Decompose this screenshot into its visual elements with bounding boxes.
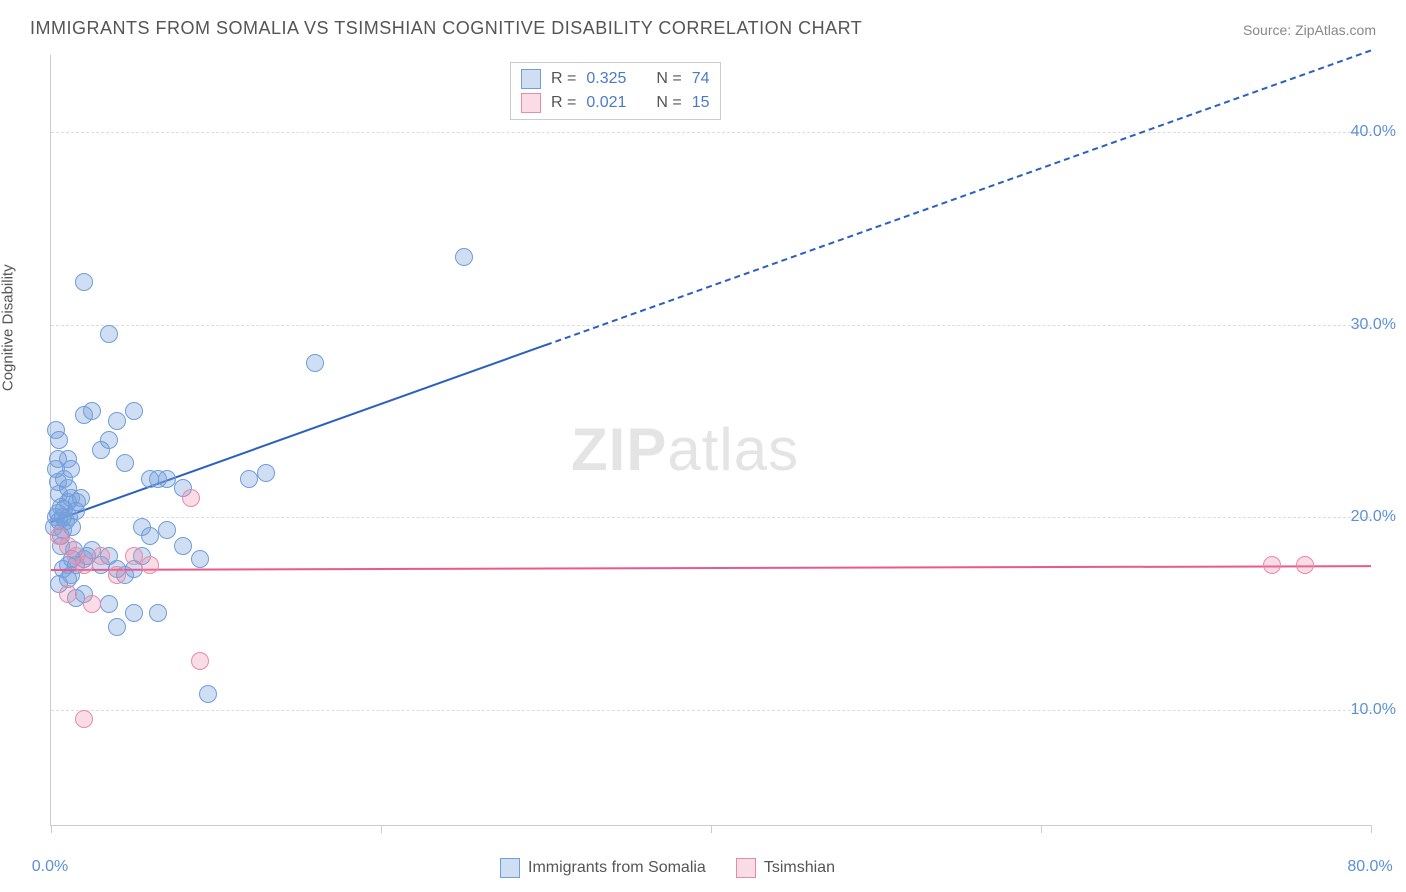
data-point [75,273,93,291]
data-point [182,489,200,507]
r-label: R = [551,94,576,112]
data-point [92,547,110,565]
legend-label: Immigrants from Somalia [528,859,706,877]
data-point [125,402,143,420]
y-tick-label: 10.0% [1351,701,1396,719]
data-point [240,470,258,488]
watermark: ZIPatlas [571,415,799,484]
chart-title: IMMIGRANTS FROM SOMALIA VS TSIMSHIAN COG… [30,18,862,39]
legend-item: Tsimshian [736,858,835,878]
x-tick [1041,825,1042,833]
y-tick-label: 30.0% [1351,316,1396,334]
x-tick [711,825,712,833]
data-point [49,450,67,468]
data-point [116,454,134,472]
y-tick-label: 40.0% [1351,123,1396,141]
r-label: R = [551,70,576,88]
data-point [191,652,209,670]
data-point [455,248,473,266]
watermark-zip: ZIP [571,416,667,483]
legend-swatch [500,858,520,878]
x-tick-label: 0.0% [32,858,68,876]
data-point [191,550,209,568]
n-value: 74 [692,70,710,88]
watermark-atlas: atlas [667,416,799,483]
n-label: N = [656,70,681,88]
data-point [125,547,143,565]
legend-item: Immigrants from Somalia [500,858,706,878]
data-point [149,604,167,622]
trend-line [51,565,1371,571]
data-point [306,354,324,372]
data-point [1296,556,1314,574]
trend-line [51,344,547,523]
data-point [75,710,93,728]
n-label: N = [656,94,681,112]
data-point [108,412,126,430]
gridline [51,710,1371,711]
legend-swatch [736,858,756,878]
data-point [141,527,159,545]
data-point [174,537,192,555]
data-point [108,566,126,584]
plot-area: ZIPatlas [50,55,1371,826]
legend-label: Tsimshian [764,859,835,877]
r-value: 0.021 [586,94,626,112]
gridline [51,325,1371,326]
data-point [59,585,77,603]
n-value: 15 [692,94,710,112]
data-point [50,431,68,449]
gridline [51,517,1371,518]
legend-correlation: R = 0.325 N = 74 R = 0.021 N = 15 [510,62,721,120]
data-point [100,431,118,449]
data-point [199,685,217,703]
x-tick [1371,825,1372,833]
data-point [141,556,159,574]
x-tick [51,825,52,833]
data-point [100,595,118,613]
data-point [83,402,101,420]
data-point [125,604,143,622]
data-point [158,521,176,539]
data-point [1263,556,1281,574]
data-point [100,325,118,343]
gridline [51,132,1371,133]
legend-row: R = 0.021 N = 15 [521,91,710,115]
data-point [108,618,126,636]
data-point [72,489,90,507]
data-point [158,470,176,488]
legend-swatch [521,93,541,113]
legend-series: Immigrants from Somalia Tsimshian [500,858,835,878]
legend-swatch [521,69,541,89]
r-value: 0.325 [586,70,626,88]
data-point [83,595,101,613]
y-axis-label: Cognitive Disability [0,264,17,391]
legend-row: R = 0.325 N = 74 [521,67,710,91]
x-tick-label: 80.0% [1347,858,1392,876]
source-label: Source: ZipAtlas.com [1243,22,1376,38]
x-tick [381,825,382,833]
data-point [75,556,93,574]
y-tick-label: 20.0% [1351,508,1396,526]
data-point [257,464,275,482]
